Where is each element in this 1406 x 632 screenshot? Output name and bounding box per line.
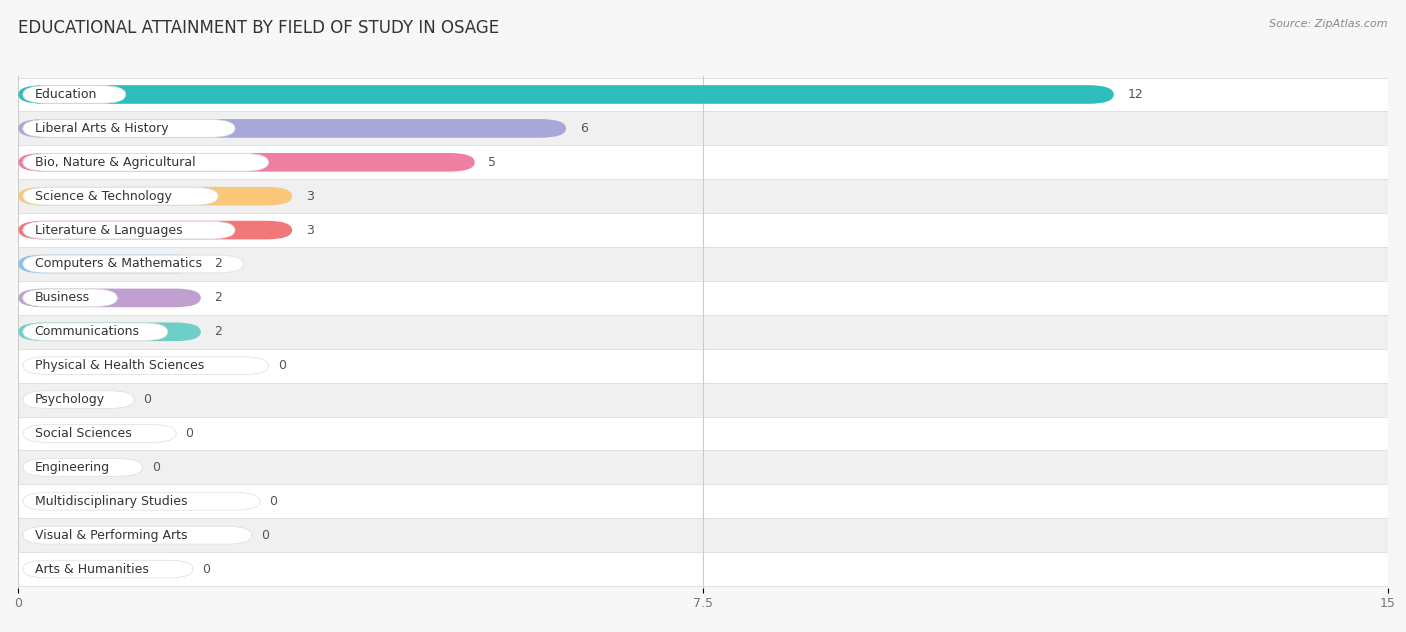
FancyBboxPatch shape — [18, 552, 1388, 586]
FancyBboxPatch shape — [18, 451, 1388, 484]
FancyBboxPatch shape — [22, 255, 243, 273]
FancyBboxPatch shape — [18, 382, 1388, 416]
Text: Psychology: Psychology — [35, 393, 105, 406]
Text: 3: 3 — [307, 190, 314, 203]
FancyBboxPatch shape — [22, 187, 218, 205]
FancyBboxPatch shape — [18, 349, 1388, 382]
Text: 0: 0 — [186, 427, 194, 440]
FancyBboxPatch shape — [22, 221, 235, 239]
Text: Education: Education — [35, 88, 97, 101]
Text: Visual & Performing Arts: Visual & Performing Arts — [35, 529, 187, 542]
FancyBboxPatch shape — [22, 391, 134, 408]
FancyBboxPatch shape — [18, 221, 292, 240]
Text: Social Sciences: Social Sciences — [35, 427, 132, 440]
Text: 3: 3 — [307, 224, 314, 236]
Text: Business: Business — [35, 291, 90, 305]
Text: Literature & Languages: Literature & Languages — [35, 224, 183, 236]
FancyBboxPatch shape — [18, 416, 1388, 451]
FancyBboxPatch shape — [22, 526, 252, 544]
Text: Arts & Humanities: Arts & Humanities — [35, 562, 149, 576]
FancyBboxPatch shape — [18, 289, 201, 307]
Text: Liberal Arts & History: Liberal Arts & History — [35, 122, 169, 135]
Text: 12: 12 — [1128, 88, 1143, 101]
Text: Communications: Communications — [35, 325, 139, 338]
FancyBboxPatch shape — [22, 459, 142, 477]
Text: 2: 2 — [215, 325, 222, 338]
FancyBboxPatch shape — [22, 85, 125, 104]
FancyBboxPatch shape — [22, 154, 269, 171]
Text: 0: 0 — [262, 529, 269, 542]
Text: Science & Technology: Science & Technology — [35, 190, 172, 203]
FancyBboxPatch shape — [18, 281, 1388, 315]
Text: 2: 2 — [215, 291, 222, 305]
FancyBboxPatch shape — [18, 179, 1388, 213]
Text: 0: 0 — [202, 562, 209, 576]
FancyBboxPatch shape — [18, 153, 475, 172]
Text: Source: ZipAtlas.com: Source: ZipAtlas.com — [1270, 19, 1388, 29]
Text: EDUCATIONAL ATTAINMENT BY FIELD OF STUDY IN OSAGE: EDUCATIONAL ATTAINMENT BY FIELD OF STUDY… — [18, 19, 499, 37]
Text: 0: 0 — [270, 495, 277, 507]
FancyBboxPatch shape — [22, 425, 176, 442]
Text: Bio, Nature & Agricultural: Bio, Nature & Agricultural — [35, 156, 195, 169]
Text: 0: 0 — [152, 461, 160, 474]
FancyBboxPatch shape — [18, 518, 1388, 552]
FancyBboxPatch shape — [18, 315, 1388, 349]
FancyBboxPatch shape — [18, 247, 1388, 281]
Text: Computers & Mathematics: Computers & Mathematics — [35, 257, 201, 270]
FancyBboxPatch shape — [18, 119, 567, 138]
FancyBboxPatch shape — [18, 78, 1388, 111]
FancyBboxPatch shape — [22, 560, 193, 578]
FancyBboxPatch shape — [22, 119, 235, 137]
FancyBboxPatch shape — [22, 357, 269, 375]
FancyBboxPatch shape — [18, 484, 1388, 518]
FancyBboxPatch shape — [18, 85, 1114, 104]
Text: Physical & Health Sciences: Physical & Health Sciences — [35, 359, 204, 372]
FancyBboxPatch shape — [18, 213, 1388, 247]
Text: Engineering: Engineering — [35, 461, 110, 474]
FancyBboxPatch shape — [18, 145, 1388, 179]
Text: 2: 2 — [215, 257, 222, 270]
FancyBboxPatch shape — [22, 323, 167, 341]
Text: 5: 5 — [488, 156, 496, 169]
FancyBboxPatch shape — [22, 289, 118, 307]
FancyBboxPatch shape — [18, 255, 201, 273]
Text: 0: 0 — [143, 393, 152, 406]
FancyBboxPatch shape — [18, 111, 1388, 145]
FancyBboxPatch shape — [18, 322, 201, 341]
Text: 6: 6 — [579, 122, 588, 135]
FancyBboxPatch shape — [22, 492, 260, 510]
FancyBboxPatch shape — [18, 187, 292, 205]
Text: 0: 0 — [278, 359, 285, 372]
Text: Multidisciplinary Studies: Multidisciplinary Studies — [35, 495, 187, 507]
